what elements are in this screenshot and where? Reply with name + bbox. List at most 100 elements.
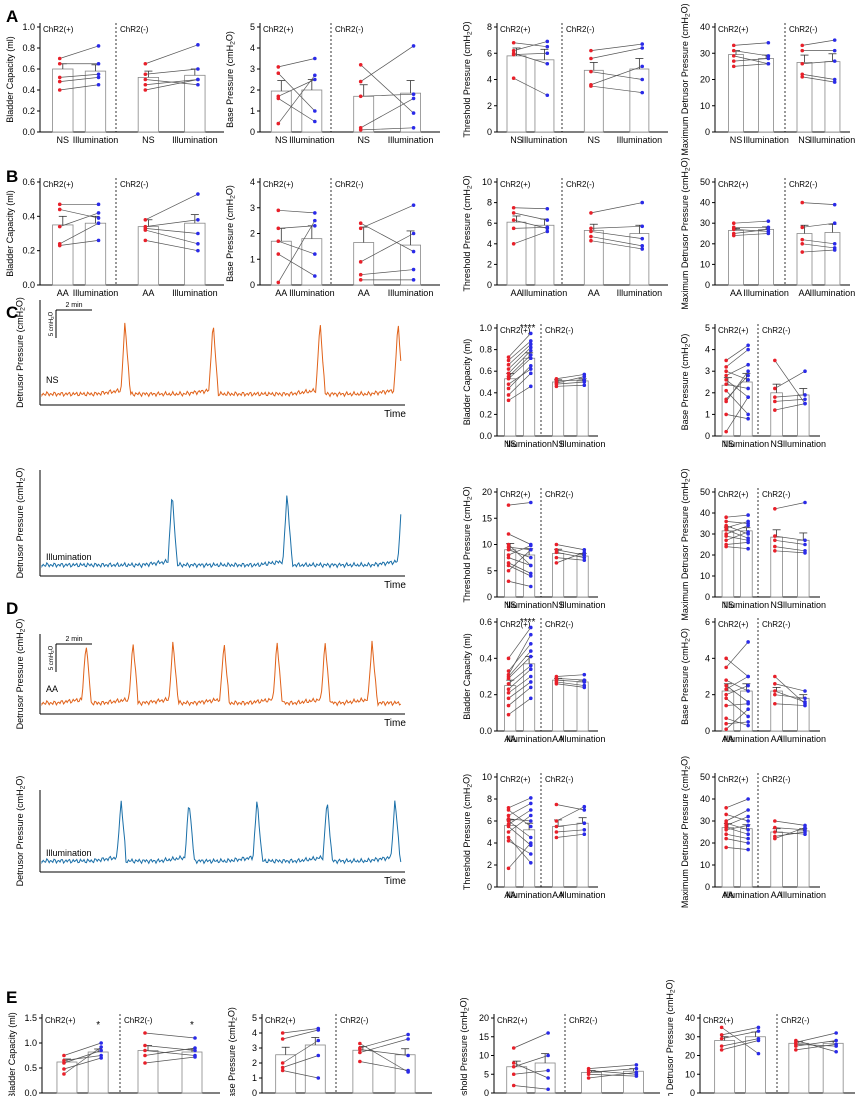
data-point (640, 77, 645, 82)
pair-line (63, 1057, 102, 1070)
data-point (766, 227, 771, 232)
data-point (731, 221, 736, 225)
pair-line (508, 368, 531, 385)
data-point (746, 386, 750, 391)
data-point (746, 847, 750, 852)
trace-x-label: Time (384, 409, 406, 420)
data-point (731, 59, 736, 63)
data-point (529, 571, 533, 576)
data-point (773, 549, 777, 553)
significance-stars: * (190, 1020, 194, 1031)
data-point (545, 61, 550, 66)
category-label: Illumination (743, 288, 789, 298)
y-axis-label: Threshold Pressure (cmH2O) (461, 21, 473, 137)
data-point (529, 555, 533, 560)
bar-chart-b-2: 0 1 2 3 4 Base Pressure (cmH2O) ChR2(+) ChR2(-)… (224, 177, 440, 298)
bar-chart-b-4: 0 10 20 30 40 50 Maximum Detrusor Pressure (cm… (679, 157, 855, 309)
data-point (143, 1048, 147, 1053)
y-tick-label: 3 (252, 1043, 257, 1053)
category-label: NS (722, 439, 735, 449)
category-label: AA (722, 734, 734, 744)
data-point (803, 551, 807, 555)
data-point (640, 247, 645, 251)
group-label-chr2-neg: ChR2(-) (545, 775, 574, 784)
group-label-chr2-pos: ChR2(+) (43, 25, 74, 34)
data-point (358, 128, 363, 132)
bar (270, 240, 292, 286)
data-point (800, 237, 805, 242)
y-tick-label: 2 (487, 101, 492, 111)
pair-line (508, 340, 532, 361)
category-label: AA (142, 288, 154, 298)
data-point (731, 233, 736, 238)
pair-line (508, 842, 532, 869)
pair-line (556, 376, 585, 384)
data-point (746, 343, 750, 348)
data-point (546, 1076, 550, 1080)
y-tick-label: 2 (250, 85, 255, 95)
data-point (586, 1072, 591, 1077)
data-point (406, 1037, 410, 1041)
category-label: Illumination (172, 288, 218, 298)
pair-line (774, 820, 806, 826)
category-label: Illumination (780, 734, 826, 744)
category-label: Illumination (560, 890, 606, 900)
bar-chart-e-3: 0 5 10 15 20 Threshold Pressure (cmH2O) ChR2(+… (458, 997, 660, 1096)
y-tick-label: 0 (705, 882, 710, 892)
bar (576, 681, 589, 732)
category-label: AA (771, 734, 783, 744)
pair-line (556, 552, 585, 558)
scale-bar-y-label: 5 cmH2O (49, 645, 56, 670)
y-tick-label: 6 (487, 48, 492, 58)
data-point (724, 845, 728, 850)
data-point (554, 835, 559, 840)
y-tick-label: 10 (700, 259, 710, 269)
pair-line (721, 1027, 759, 1036)
y-tick-label: 0.6 (479, 617, 492, 627)
data-point (96, 238, 101, 243)
category-label: Illumination (522, 288, 568, 298)
data-point (196, 242, 200, 246)
pair-line (508, 803, 531, 816)
data-point (529, 500, 533, 505)
data-point (582, 374, 587, 379)
data-point (506, 542, 511, 547)
category-label: Illumination (743, 135, 789, 145)
pair-line (726, 798, 749, 809)
data-point (358, 272, 363, 277)
bar (301, 238, 323, 286)
trace-x-label: Time (384, 718, 406, 729)
trace-y-label: Detrusor Pressure (cmH2O) (14, 468, 26, 579)
significance-stars: **** (520, 617, 536, 628)
y-tick-label: 2 (250, 229, 255, 239)
y-axis-label: Maximum Detrusor Pressure (cmH2O) (679, 157, 691, 309)
group-label-chr2-pos: ChR2(+) (703, 1016, 734, 1025)
data-point (411, 111, 416, 115)
data-point (411, 44, 416, 48)
data-point (589, 211, 593, 215)
category-label: Illumination (506, 439, 552, 449)
data-point (506, 813, 511, 818)
data-point (545, 218, 550, 222)
data-point (511, 48, 516, 53)
significance-stars: **** (520, 323, 536, 334)
pair-line (556, 677, 585, 681)
pair-line (508, 386, 531, 401)
data-point (506, 371, 511, 376)
data-point (756, 1051, 761, 1056)
data-point (724, 656, 728, 661)
pair-line (802, 73, 835, 80)
pair-line (733, 229, 769, 232)
category-label: Illumination (617, 288, 663, 298)
pair-line (508, 668, 532, 690)
pair-line (725, 349, 749, 368)
pair-line (588, 1072, 637, 1079)
group-label-chr2-neg: ChR2(-) (781, 1016, 810, 1025)
category-label: Illumination (724, 890, 770, 900)
data-point (832, 202, 837, 207)
bar-chart-a-1: 0.0 0.2 0.4 0.6 0.8 1.0 Bladder Capacity (ml) C… (5, 22, 224, 145)
data-point (640, 90, 645, 95)
bar (788, 1042, 810, 1094)
pair-line (513, 231, 548, 245)
y-tick-label: 2 (705, 388, 710, 398)
